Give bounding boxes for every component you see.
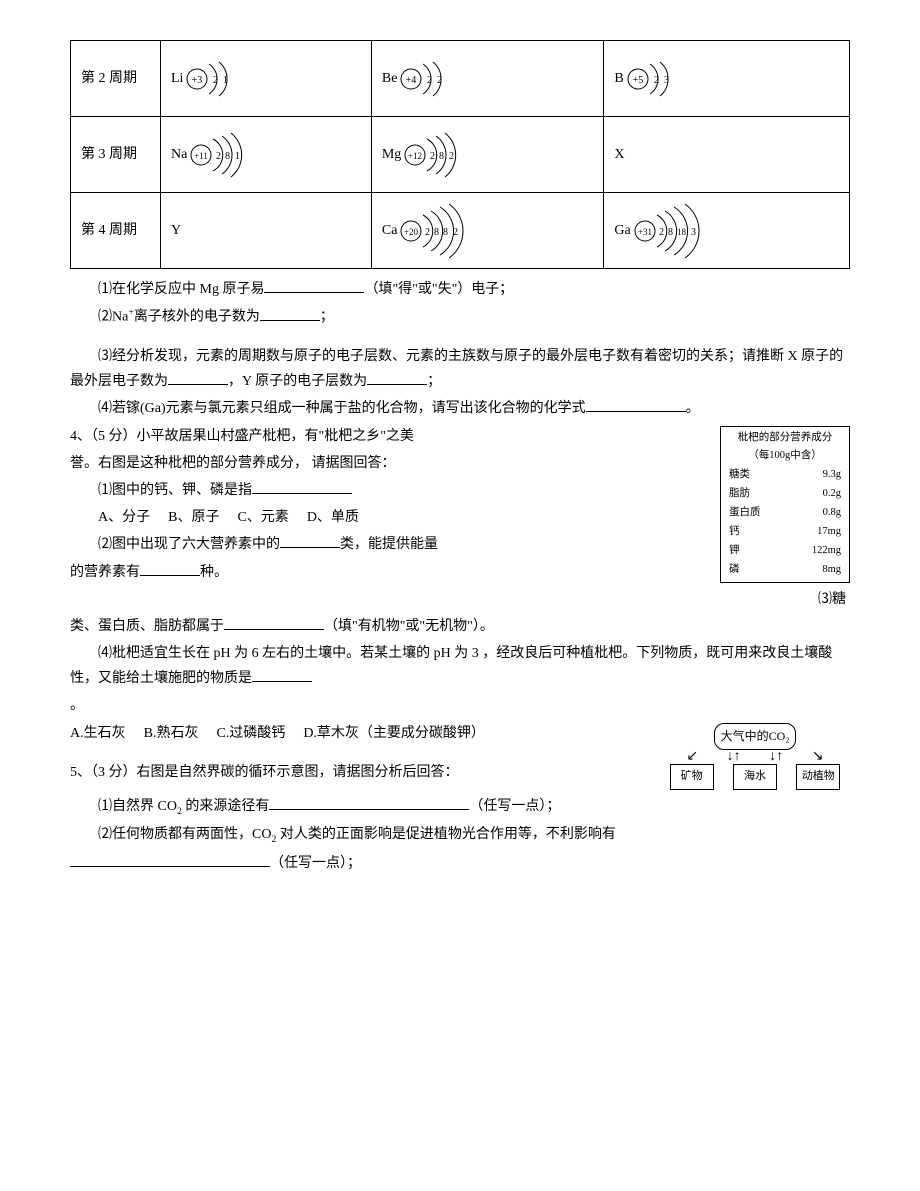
svg-text:2: 2: [659, 227, 664, 238]
nutrition-box: 枇杷的部分营养成分 （每100g中含） 糖类9.3g 脂肪0.2g 蛋白质0.8…: [720, 426, 850, 583]
svg-text:2: 2: [216, 151, 221, 162]
svg-text:+11: +11: [194, 151, 208, 161]
svg-text:18: 18: [677, 227, 687, 237]
nucleus: +3: [192, 75, 203, 86]
svg-text:2: 2: [425, 227, 430, 238]
blank: [586, 398, 686, 412]
blank: [280, 534, 340, 548]
s4-q4b: 。: [70, 693, 850, 718]
svg-text:+31: +31: [638, 227, 652, 237]
blank: [252, 480, 352, 494]
svg-text:8: 8: [439, 151, 444, 162]
atom-na: Na+11281: [161, 117, 372, 193]
svg-text:2: 2: [437, 75, 442, 86]
table-row: 第 3 周期 Na+11281 Mg+12282 X: [71, 117, 850, 193]
svg-text:2: 2: [430, 151, 435, 162]
svg-text:2: 2: [427, 75, 432, 86]
question-3: ⑶经分析发现，元素的周期数与原子的电子层数、元素的主族数与原子的最外层电子数有着…: [70, 344, 850, 394]
blank: [224, 616, 324, 630]
s5-q2: ⑵任何物质都有两面性，CO2 对人类的正面影响是促进植物光合作用等，不利影响有: [70, 822, 850, 848]
periodic-table: 第 2 周期 Li+321 Be+422 B+523 第 3 周期 Na+112…: [70, 40, 850, 269]
svg-text:8: 8: [225, 151, 230, 162]
atom-y: Y: [161, 193, 372, 269]
s4-q3a: ⑶糖: [70, 587, 850, 612]
svg-text:2: 2: [449, 151, 454, 162]
carbon-cycle-diagram: 大气中的CO₂ ↙↓↑↓↑↘ 矿物 海水 动植物: [660, 723, 850, 790]
svg-text:+4: +4: [406, 75, 417, 86]
svg-text:2: 2: [453, 227, 458, 238]
atom-mg: Mg+12282: [371, 117, 604, 193]
atom-be: Be+422: [371, 41, 604, 117]
s4-q4: ⑷枇杷适宜生长在 pH 为 6 左右的土壤中。若某土壤的 pH 为 3 ，经改良…: [70, 641, 850, 691]
atom-x: X: [604, 117, 850, 193]
svg-text:1: 1: [223, 75, 228, 86]
svg-text:8: 8: [434, 227, 439, 238]
s5-q1: ⑴自然界 CO2 的来源途径有（任写一点）；: [70, 794, 850, 820]
svg-text:8: 8: [668, 227, 673, 238]
svg-text:3: 3: [664, 75, 669, 86]
s4-q3: 类、蛋白质、脂肪都属于（填"有机物"或"无机物"）。: [70, 614, 850, 639]
svg-text:+20: +20: [404, 227, 419, 237]
blank: [269, 796, 469, 810]
svg-text:+5: +5: [632, 75, 643, 86]
svg-text:1: 1: [235, 151, 240, 162]
row-label: 第 2 周期: [71, 41, 161, 117]
blank: [260, 307, 320, 321]
table-row: 第 2 周期 Li+321 Be+422 B+523: [71, 41, 850, 117]
blank: [252, 668, 312, 682]
svg-text:2: 2: [654, 75, 659, 86]
question-4: ⑷若镓(Ga)元素与氯元素只组成一种属于盐的化合物，请写出该化合物的化学式。: [70, 396, 850, 421]
blank: [168, 371, 228, 385]
blank: [264, 279, 364, 293]
svg-text:2: 2: [213, 75, 218, 86]
row-label: 第 3 周期: [71, 117, 161, 193]
blank: [70, 853, 270, 867]
svg-text:+12: +12: [408, 151, 422, 161]
svg-text:3: 3: [691, 227, 696, 238]
row-label: 第 4 周期: [71, 193, 161, 269]
atom-b: B+523: [604, 41, 850, 117]
blank: [140, 562, 200, 576]
question-2: ⑵Na+离子核外的电子数为；: [70, 304, 850, 330]
svg-text:8: 8: [443, 227, 448, 238]
atom-ca: Ca+202882: [371, 193, 604, 269]
blank: [367, 371, 427, 385]
table-row: 第 4 周期 Y Ca+202882 Ga+3128183: [71, 193, 850, 269]
atom-ga: Ga+3128183: [604, 193, 850, 269]
s5-q2-blank: （任写一点）；: [70, 851, 850, 876]
atom-li: Li+321: [161, 41, 372, 117]
question-1: ⑴在化学反应中 Mg 原子易（填"得"或"失"）电子；: [70, 277, 850, 302]
